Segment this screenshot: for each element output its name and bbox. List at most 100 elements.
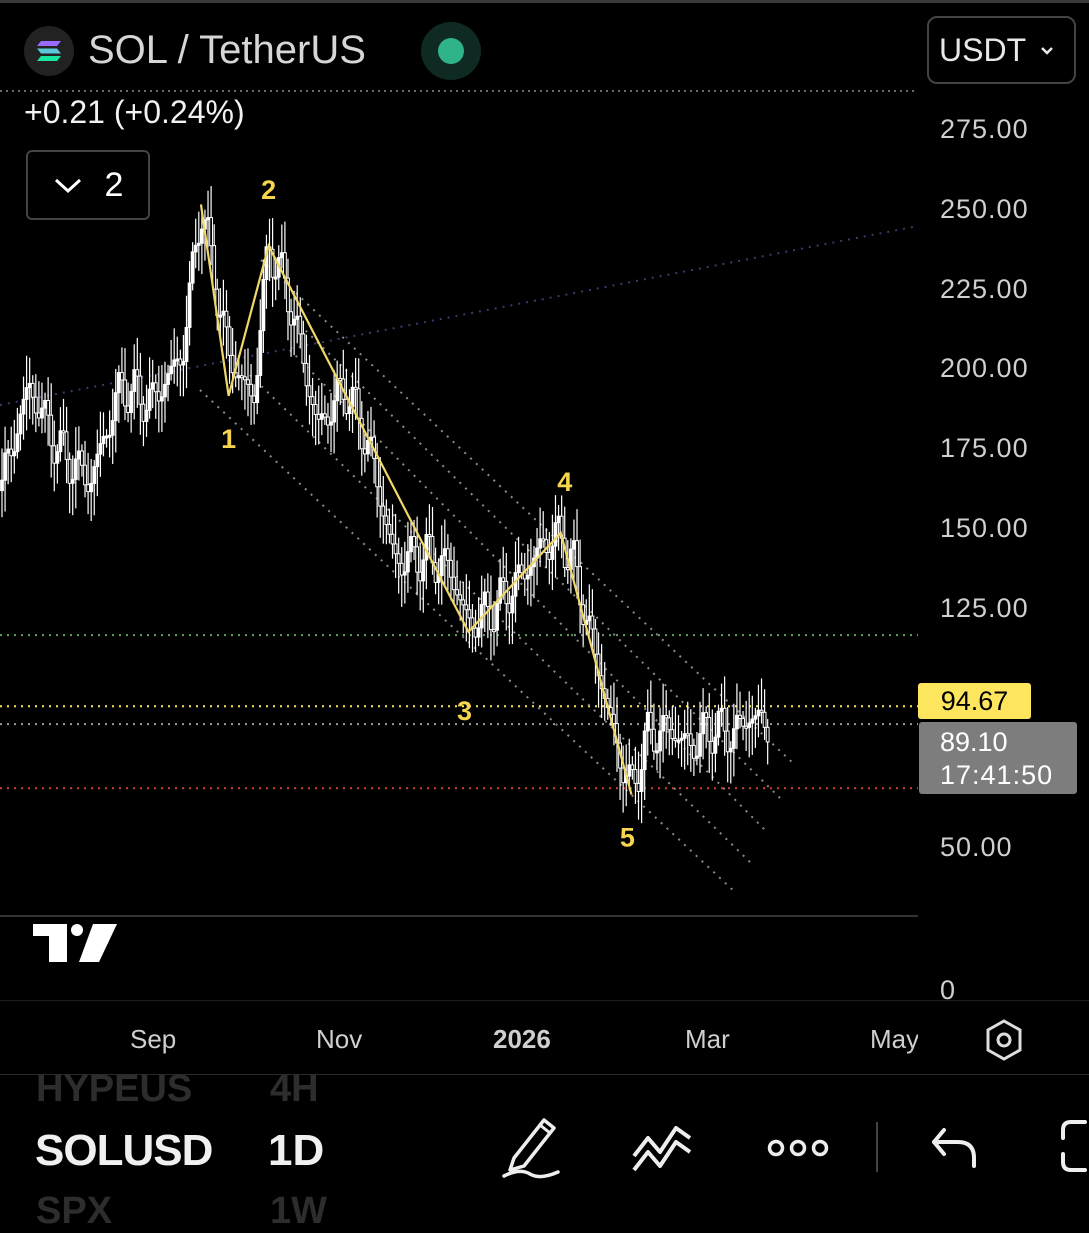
candle-body [286,277,290,313]
price-tick: 125.00 [940,592,1029,623]
candle-body [307,385,312,398]
candle-body [113,392,118,422]
candle-body [184,326,189,362]
trend-tools-icon[interactable] [630,1112,698,1185]
candle-body [679,737,684,741]
candle-body [402,571,407,576]
candle-body [12,451,17,457]
candle-body [221,310,226,316]
candle-body [667,717,672,731]
undo-icon[interactable] [928,1112,980,1177]
candle-body [648,711,653,730]
candle-body [461,599,466,606]
candle-body [384,515,389,525]
candle-body [658,730,662,752]
market-status-icon[interactable] [421,22,481,80]
price-chart[interactable]: 1 2 3 4 5 [0,0,1089,1000]
candle-body [565,566,570,571]
candle-body [390,533,395,545]
pane-divider[interactable] [0,915,918,917]
candle-body [3,452,7,481]
candle-body [55,451,60,464]
settings-icon[interactable] [982,1018,1026,1067]
candle-body [123,379,127,407]
candle-body [642,730,647,771]
candle-body [24,387,29,400]
candle-body [209,217,213,247]
candle-body [498,577,503,604]
candle-body [301,333,306,364]
candle-body [255,375,260,404]
candle-body [682,733,687,739]
more-options-icon[interactable] [766,1130,830,1171]
candle-body [636,782,641,792]
candle-body [193,244,198,253]
candle-body [6,448,11,454]
symbol-title[interactable]: SOL / TetherUS [88,28,366,72]
candle-body [292,318,297,326]
draw-pencil-icon[interactable] [500,1112,562,1185]
candle-body [52,445,57,464]
candle-body [243,376,247,381]
ghost-prev-symbol[interactable]: HYPEUS [36,1068,193,1110]
candle-body [252,395,257,404]
candle-body [741,718,745,727]
candle-body [427,534,432,538]
indicators-collapse-button[interactable]: 2 [26,150,150,220]
candle-body [347,406,352,415]
candle-body [92,466,97,484]
fullscreen-icon[interactable] [1055,1112,1089,1185]
candle-body [747,722,752,728]
candle-body [156,391,161,402]
candle-body [169,365,174,375]
candle-body [332,400,337,423]
candle-body [144,409,149,422]
candle-body [587,615,592,622]
candle-body [753,715,758,720]
candle-body [89,482,94,493]
candle-body [725,730,730,753]
candle-body [756,709,761,717]
price-tick: 175.00 [940,433,1029,464]
candle-body [482,591,487,605]
candle-body [98,443,103,455]
candle-body [516,564,521,574]
candle-body [163,383,167,398]
candle-body [713,736,718,754]
candle-body [67,458,72,484]
ghost-next-interval[interactable]: 1W [270,1190,327,1232]
candle-body [150,382,155,390]
candle-body [399,562,404,576]
elliott-wave-line [199,204,633,795]
candle-body [396,553,401,564]
candle-body [190,251,195,284]
candle-body [43,400,47,409]
toolbar-divider [0,1074,1089,1075]
candle-body [61,430,66,434]
interval-picker[interactable]: 1D [268,1126,325,1175]
candle-body [101,435,106,445]
candle-body [704,712,709,718]
symbol-picker[interactable]: SOLUSD [35,1126,213,1175]
price-change: +0.21 (+0.24%) [24,94,245,130]
candle-body [375,457,380,488]
candle-body [9,448,14,457]
ghost-next-symbol[interactable]: SPX [36,1190,113,1232]
candle-body [759,709,764,713]
candle-body [612,713,616,725]
candle-body [525,574,530,580]
candle-body [279,252,284,259]
candle-body [187,282,192,328]
ghost-prev-interval[interactable]: 4H [270,1068,319,1110]
candle-body [129,390,134,413]
candle-body [196,242,201,246]
candle-body [310,396,315,406]
candle-body [270,248,275,278]
price-tick: 250.00 [940,193,1029,224]
candle-body [492,629,496,633]
candle-body [126,405,130,413]
candle-body [719,707,724,712]
candle-body [695,755,699,759]
candle-body [691,744,696,759]
currency-select[interactable]: USDT [927,16,1076,84]
